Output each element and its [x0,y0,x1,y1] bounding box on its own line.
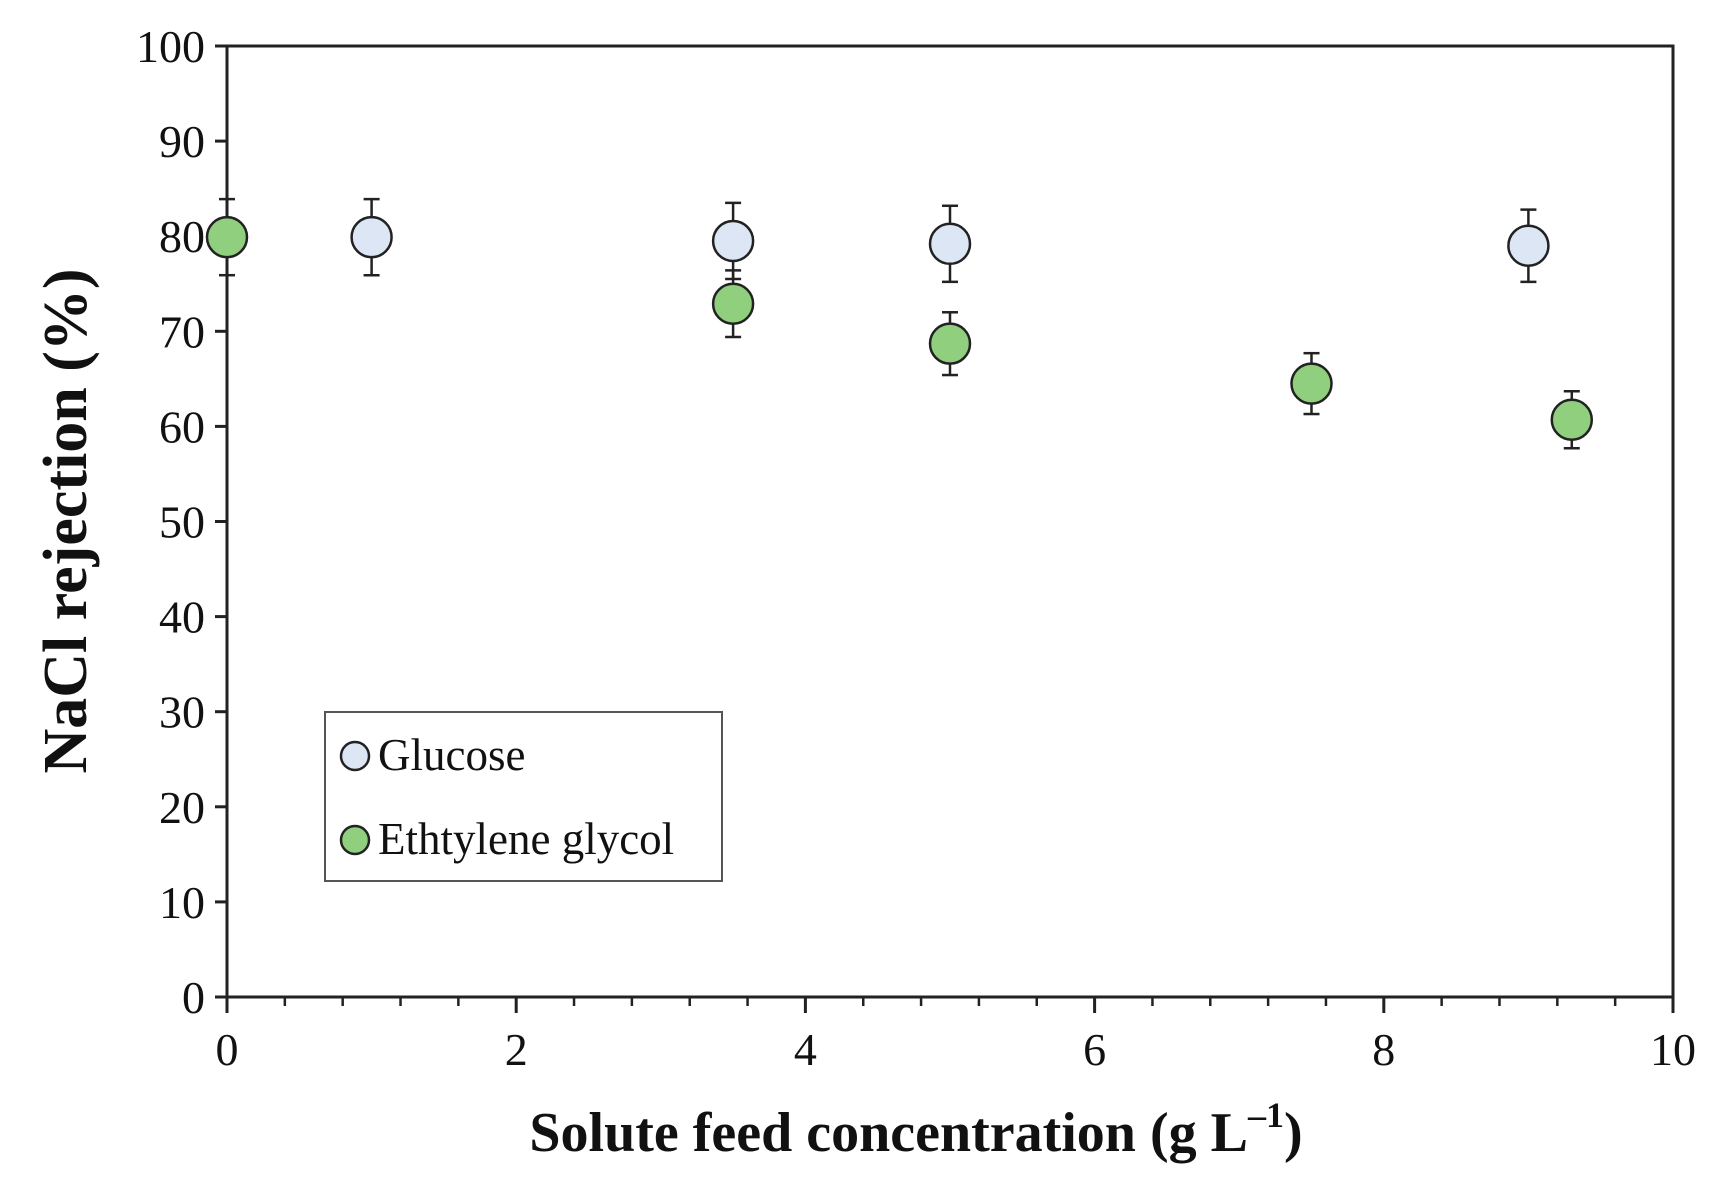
x-axis-title: Solute feed concentration (g L–1) [529,1095,1302,1164]
x-tick-label: 6 [1083,1024,1106,1075]
x-axis-title-superscript: –1 [1247,1095,1284,1135]
data-markers [205,215,1594,441]
data-point-ethylene-glycol [1290,362,1333,405]
y-tick-label: 60 [159,401,205,452]
data-point-ethylene-glycol [1550,398,1594,441]
y-tick-label: 0 [182,972,205,1023]
data-point-glucose [928,222,972,266]
legend: Glucose Ethtylene glycol [324,711,723,882]
legend-box [324,711,723,882]
y-axis-title: NaCl rejection (%) [32,268,100,773]
y-tick-label: 70 [159,306,205,357]
y-tick-label: 100 [136,21,205,72]
legend-label-glucose: Glucose [378,730,525,780]
y-tick-label: 40 [159,592,205,643]
x-tick-label: 8 [1372,1024,1395,1075]
y-tick-label: 50 [159,497,205,548]
y-tick-labels: 0 10 20 30 40 50 60 70 80 90 100 [136,21,205,1023]
legend-marker-glucose [339,740,371,772]
data-point-glucose [1507,224,1550,267]
data-point-ethylene-glycol [928,322,972,365]
legend-marker-ethylene-glycol [339,824,371,856]
data-point-ethylene-glycol [205,215,249,259]
x-tick-label: 4 [794,1024,817,1075]
x-axis-title-end: ) [1284,1102,1303,1164]
x-axis-title-main: Solute feed concentration (g L [529,1102,1248,1164]
x-tick-label: 0 [216,1024,239,1075]
x-tick-labels: 0 2 4 6 8 10 [216,1024,1697,1075]
data-point-glucose [711,219,755,263]
data-point-glucose [350,215,393,259]
data-point-ethylene-glycol [711,282,755,325]
x-tick-label: 2 [505,1024,528,1075]
legend-label-ethylene-glycol: Ethtylene glycol [378,814,674,864]
y-tick-label: 90 [159,116,205,167]
x-tick-label: 10 [1650,1024,1696,1075]
y-tick-label: 80 [159,211,205,262]
y-tick-label: 10 [159,877,205,928]
y-tick-label: 30 [159,687,205,738]
y-tick-label: 20 [159,782,205,833]
